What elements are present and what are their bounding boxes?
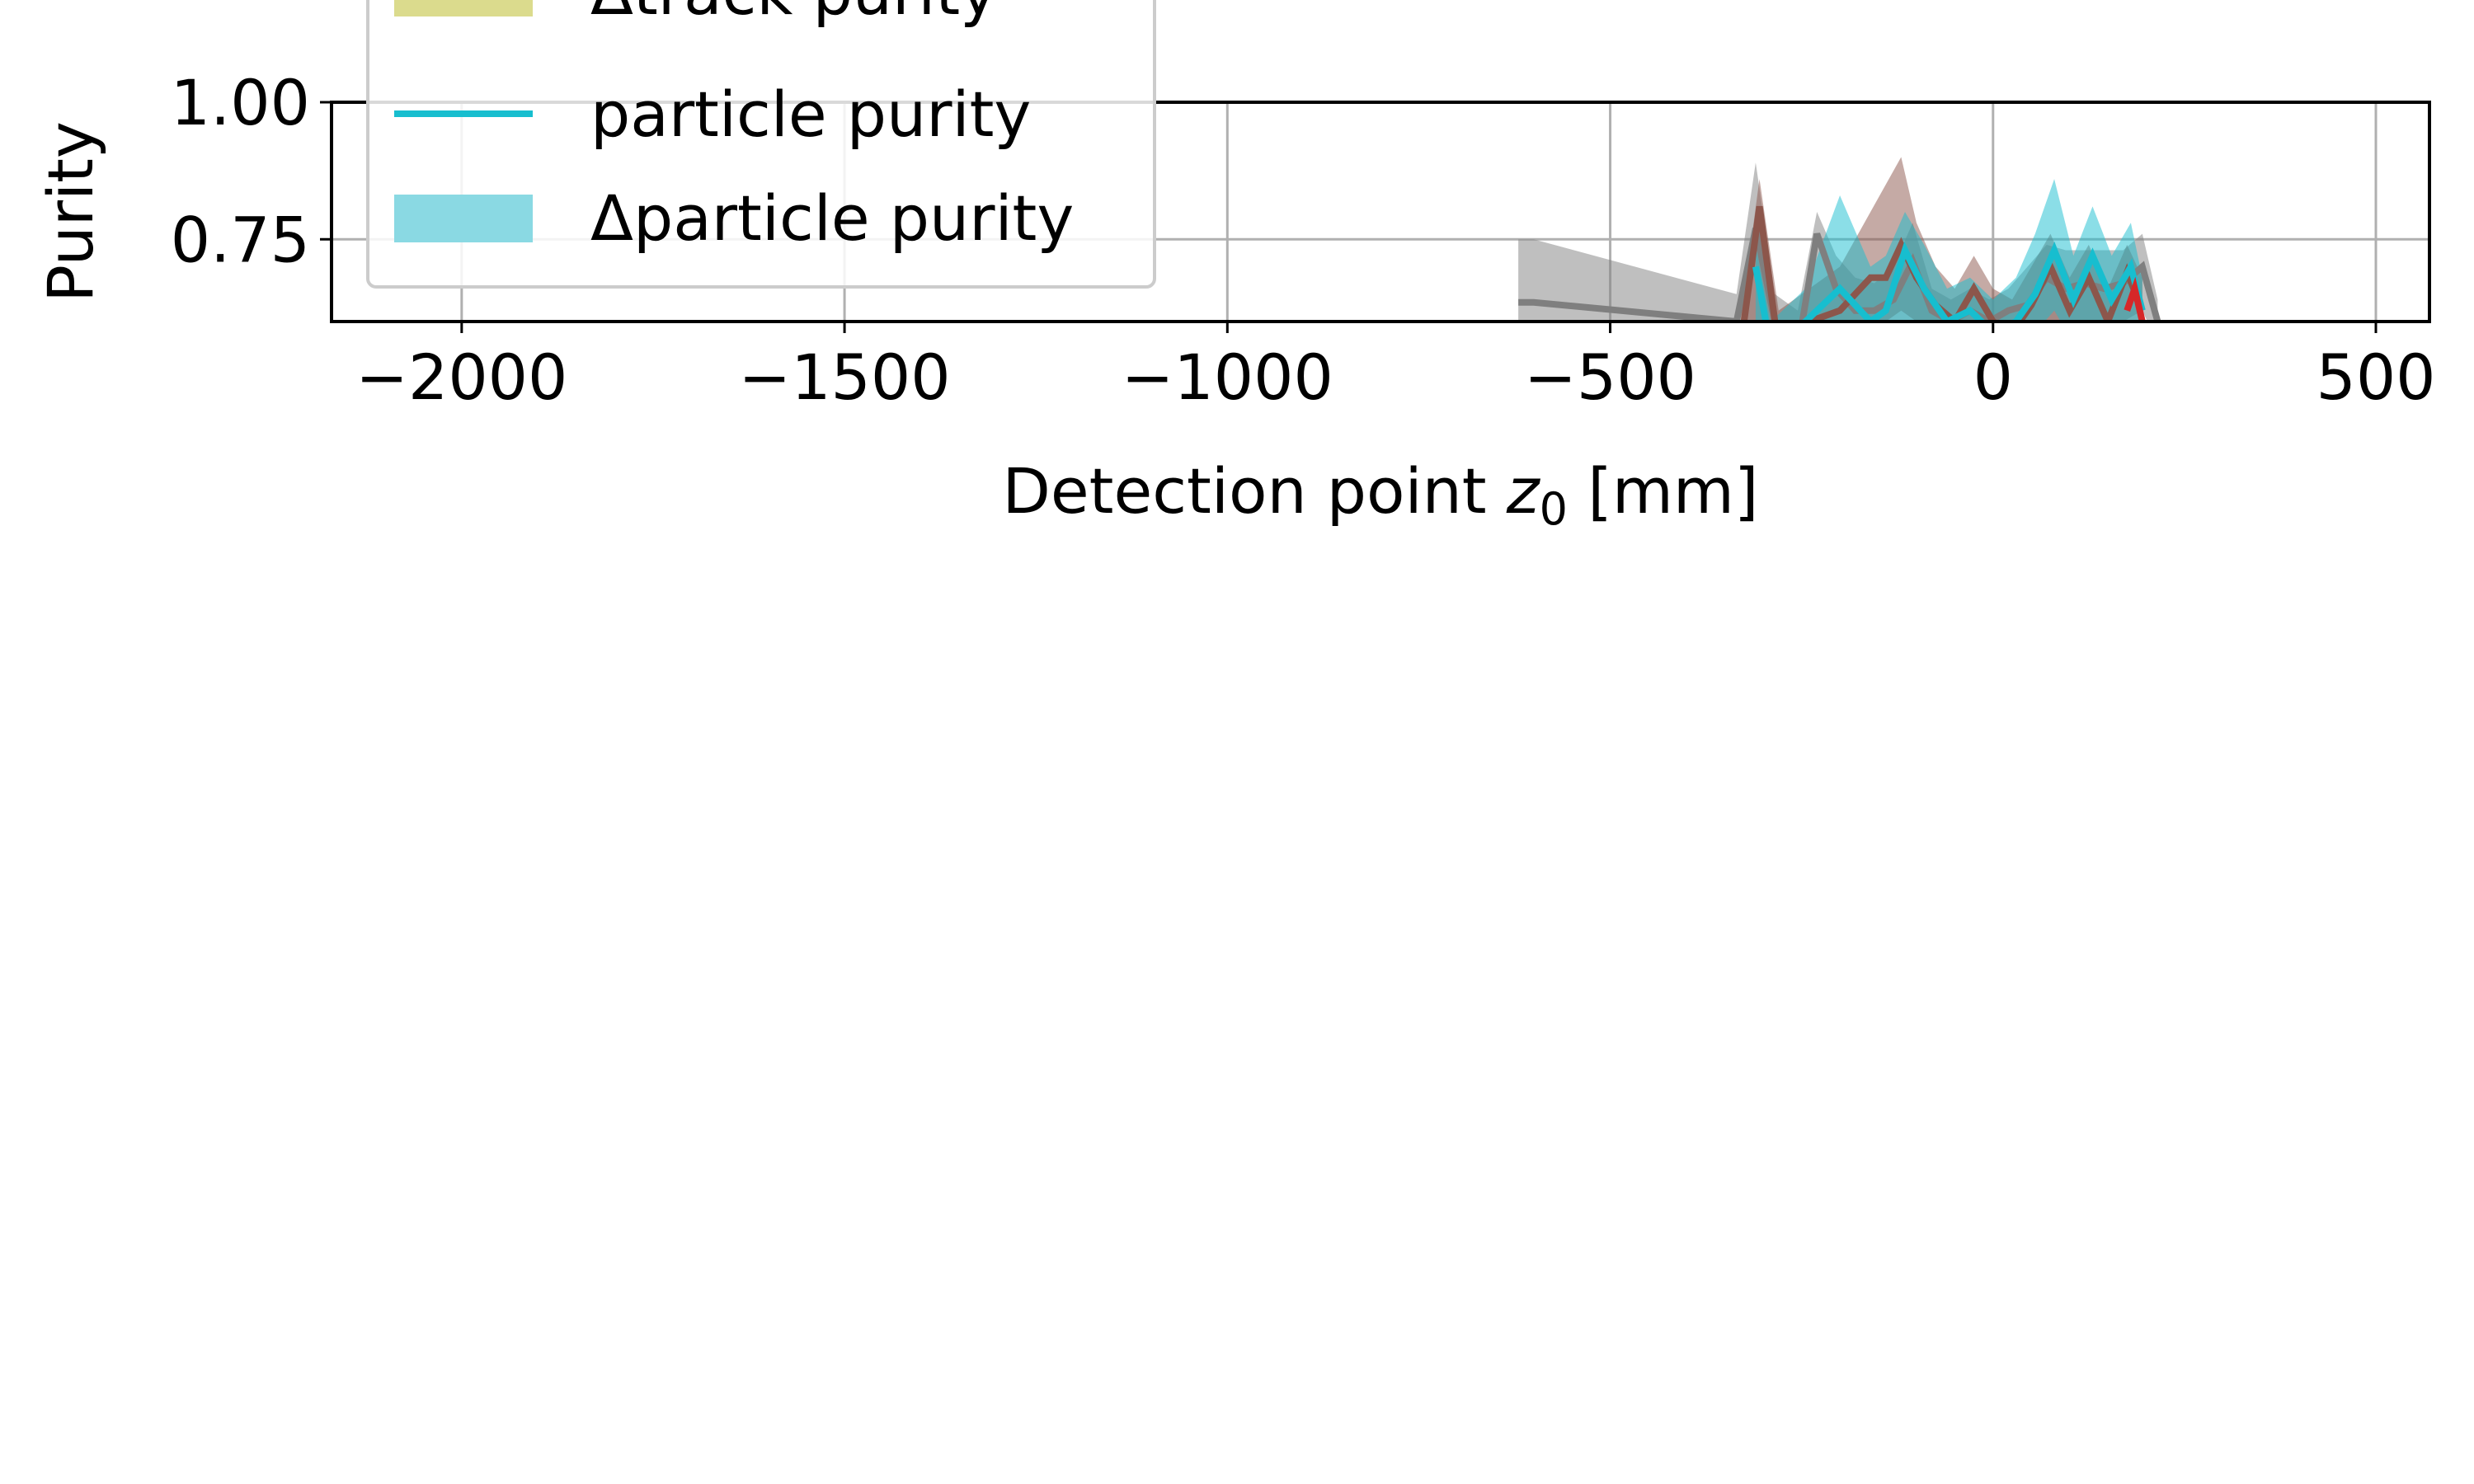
- series-0-band: [1518, 162, 2158, 322]
- x-tick-label: 500: [2316, 340, 2435, 414]
- series-1-line: [1740, 205, 2146, 322]
- legend-label: particle purity: [590, 77, 1031, 151]
- x-axis-label-subscript: 0: [1540, 483, 1568, 535]
- legend-label: Δtrack purity: [590, 0, 997, 29]
- x-axis-label-symbol: z: [1506, 454, 1541, 528]
- legend-entry: Δtrack purity: [394, 0, 997, 29]
- axes-frame: [330, 101, 2431, 323]
- x-tick-label: −1500: [739, 340, 951, 414]
- x-tick-label: −500: [1524, 340, 1696, 414]
- y-tick-label: 1.00: [171, 66, 310, 139]
- series-2-band: [1755, 179, 2142, 322]
- legend-swatch: [394, 0, 533, 16]
- x-tick-label: 0: [1973, 340, 2013, 414]
- x-tick-label: −2000: [355, 340, 567, 414]
- legend: Δtrack purity particle purity Δparticle pu…: [366, 0, 1156, 289]
- series-2-line: [1752, 241, 2146, 322]
- x-axis-label: Detection point z0 [mm]: [1002, 454, 1758, 539]
- x-axis-label-unit: [mm]: [1587, 454, 1758, 528]
- axis-ticks: −2000 −1500 −1000 −500 0 500 0.75 1.00: [171, 66, 2436, 414]
- legend-box: [366, 0, 1156, 289]
- legend-entry: Δparticle purity: [394, 181, 1074, 255]
- y-tick-label: 0.75: [171, 203, 310, 276]
- y-axis-label: Purity: [34, 121, 107, 303]
- plot-area: [1518, 157, 2161, 322]
- legend-label: Δparticle purity: [590, 181, 1074, 255]
- series-3-line: [2124, 276, 2146, 322]
- x-axis-label-text: Detection point: [1002, 454, 1486, 528]
- x-tick-label: −1000: [1122, 340, 1333, 414]
- legend-entry: particle purity: [394, 77, 1031, 151]
- legend-swatch: [394, 195, 533, 242]
